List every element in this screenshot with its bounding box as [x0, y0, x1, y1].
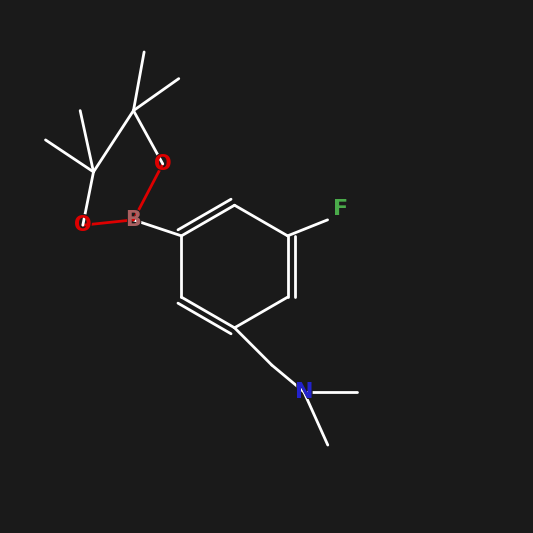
Text: F: F: [333, 199, 349, 219]
Text: B: B: [126, 210, 141, 230]
Text: B: B: [125, 208, 142, 232]
Text: O: O: [154, 154, 172, 174]
Text: O: O: [74, 215, 92, 235]
Text: N: N: [293, 379, 314, 404]
Text: F: F: [333, 197, 350, 221]
Text: O: O: [73, 213, 93, 237]
Text: N: N: [295, 382, 313, 402]
Text: O: O: [153, 152, 173, 176]
